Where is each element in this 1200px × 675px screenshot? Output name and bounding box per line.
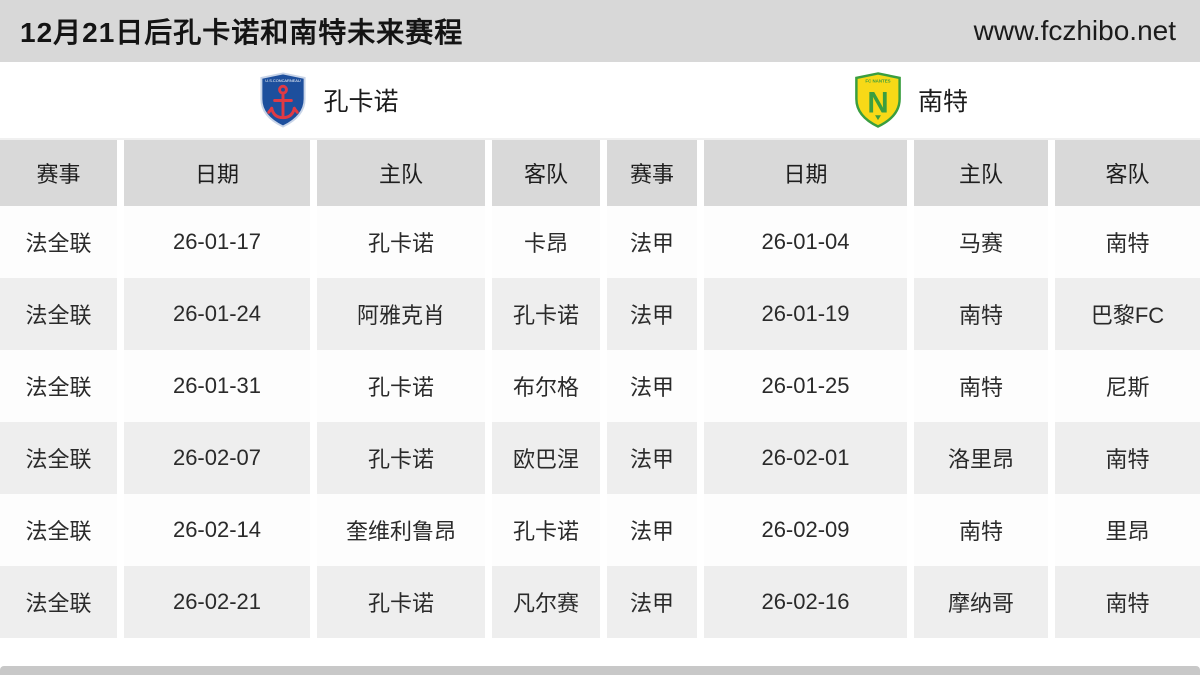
column-header-home-team: 主队 [914, 140, 1048, 206]
table-row: 法全联 26-01-17 孔卡诺 卡昂 法甲 26-01-04 马赛 南特 [0, 206, 1200, 278]
cell-date: 26-02-09 [704, 494, 907, 566]
cell-date: 26-01-19 [704, 278, 907, 350]
column-header-date: 日期 [124, 140, 310, 206]
cell-date: 26-01-25 [704, 350, 907, 422]
cell-date: 26-02-21 [124, 566, 310, 638]
table-row: 法全联 26-02-14 奎维利鲁昂 孔卡诺 法甲 26-02-09 南特 里昂 [0, 494, 1200, 566]
cell-date: 26-01-31 [124, 350, 310, 422]
cell-competition: 法全联 [0, 206, 117, 278]
table-header-row: 赛事 日期 主队 客队 赛事 日期 主队 客队 [0, 140, 1200, 206]
team-left: U.S.CONCARNEAU 孔卡诺 [257, 72, 399, 128]
cell-away-team: 孔卡诺 [492, 278, 600, 350]
cell-home-team: 摩纳哥 [914, 566, 1048, 638]
column-header-away-team: 客队 [492, 140, 600, 206]
site-url: www.fczhibo.net [973, 15, 1176, 46]
cell-competition: 法全联 [0, 278, 117, 350]
column-header-home-team: 主队 [317, 140, 485, 206]
table-row: 法全联 26-02-07 孔卡诺 欧巴涅 法甲 26-02-01 洛里昂 南特 [0, 422, 1200, 494]
cell-away-team: 南特 [1055, 206, 1200, 278]
table-row: 法全联 26-02-21 孔卡诺 凡尔赛 法甲 26-02-16 摩纳哥 南特 [0, 566, 1200, 638]
cell-competition: 法甲 [607, 278, 697, 350]
table-row: 法全联 26-01-24 阿雅克肖 孔卡诺 法甲 26-01-19 南特 巴黎FC [0, 278, 1200, 350]
cell-competition: 法全联 [0, 566, 117, 638]
cell-home-team: 南特 [914, 494, 1048, 566]
cell-away-team: 孔卡诺 [492, 494, 600, 566]
column-header-away-team: 客队 [1055, 140, 1200, 206]
bottom-bar [0, 666, 1200, 675]
cell-away-team: 欧巴涅 [492, 422, 600, 494]
table-row: 法全联 26-01-31 孔卡诺 布尔格 法甲 26-01-25 南特 尼斯 [0, 350, 1200, 422]
cell-home-team: 南特 [914, 278, 1048, 350]
cell-competition: 法甲 [607, 494, 697, 566]
cell-home-team: 阿雅克肖 [317, 278, 485, 350]
team-left-name: 孔卡诺 [323, 88, 399, 116]
team-right-section: FC NANTES N 南特 [600, 62, 1200, 138]
cell-competition: 法全联 [0, 494, 117, 566]
cell-home-team: 奎维利鲁昂 [317, 494, 485, 566]
cell-away-team: 尼斯 [1055, 350, 1200, 422]
column-header-competition: 赛事 [0, 140, 117, 206]
cell-home-team: 孔卡诺 [317, 206, 485, 278]
cell-date: 26-01-24 [124, 278, 310, 350]
concarneau-logo-icon: U.S.CONCARNEAU [260, 72, 307, 128]
cell-home-team: 南特 [914, 350, 1048, 422]
cell-home-team: 马赛 [914, 206, 1048, 278]
team-left-section: U.S.CONCARNEAU 孔卡诺 [0, 62, 600, 138]
cell-away-team: 巴黎FC [1055, 278, 1200, 350]
cell-date: 26-02-16 [704, 566, 907, 638]
cell-competition: 法甲 [607, 422, 697, 494]
cell-away-team: 布尔格 [492, 350, 600, 422]
column-header-date: 日期 [704, 140, 907, 206]
svg-text:N: N [867, 86, 888, 119]
top-bar: 12月21日后孔卡诺和南特未来赛程 www.fczhibo.net [0, 0, 1200, 62]
cell-home-team: 孔卡诺 [317, 350, 485, 422]
cell-home-team: 洛里昂 [914, 422, 1048, 494]
cell-date: 26-01-17 [124, 206, 310, 278]
team-right: FC NANTES N 南特 [852, 72, 968, 128]
fixtures-table: 法全联 26-01-17 孔卡诺 卡昂 法甲 26-01-04 马赛 南特 法全联 26-01-2… [0, 206, 1200, 638]
bottom-spacer [0, 638, 1200, 666]
cell-date: 26-01-04 [704, 206, 907, 278]
cell-competition: 法全联 [0, 422, 117, 494]
cell-competition: 法全联 [0, 350, 117, 422]
cell-date: 26-02-14 [124, 494, 310, 566]
cell-away-team: 南特 [1055, 422, 1200, 494]
cell-competition: 法甲 [607, 566, 697, 638]
column-header-competition: 赛事 [607, 140, 697, 206]
page-title: 12月21日后孔卡诺和南特未来赛程 [20, 17, 464, 48]
svg-text:FC NANTES: FC NANTES [865, 78, 890, 83]
cell-away-team: 卡昂 [492, 206, 600, 278]
cell-competition: 法甲 [607, 350, 697, 422]
cell-date: 26-02-07 [124, 422, 310, 494]
nantes-logo-icon: FC NANTES N [855, 72, 901, 128]
cell-away-team: 南特 [1055, 566, 1200, 638]
cell-home-team: 孔卡诺 [317, 566, 485, 638]
cell-competition: 法甲 [607, 206, 697, 278]
cell-away-team: 凡尔赛 [492, 566, 600, 638]
team-right-name: 南特 [917, 88, 968, 116]
cell-home-team: 孔卡诺 [317, 422, 485, 494]
cell-away-team: 里昂 [1055, 494, 1200, 566]
teams-header-row: U.S.CONCARNEAU 孔卡诺 FC NANTES N [0, 62, 1200, 140]
cell-date: 26-02-01 [704, 422, 907, 494]
svg-text:U.S.CONCARNEAU: U.S.CONCARNEAU [266, 78, 302, 83]
